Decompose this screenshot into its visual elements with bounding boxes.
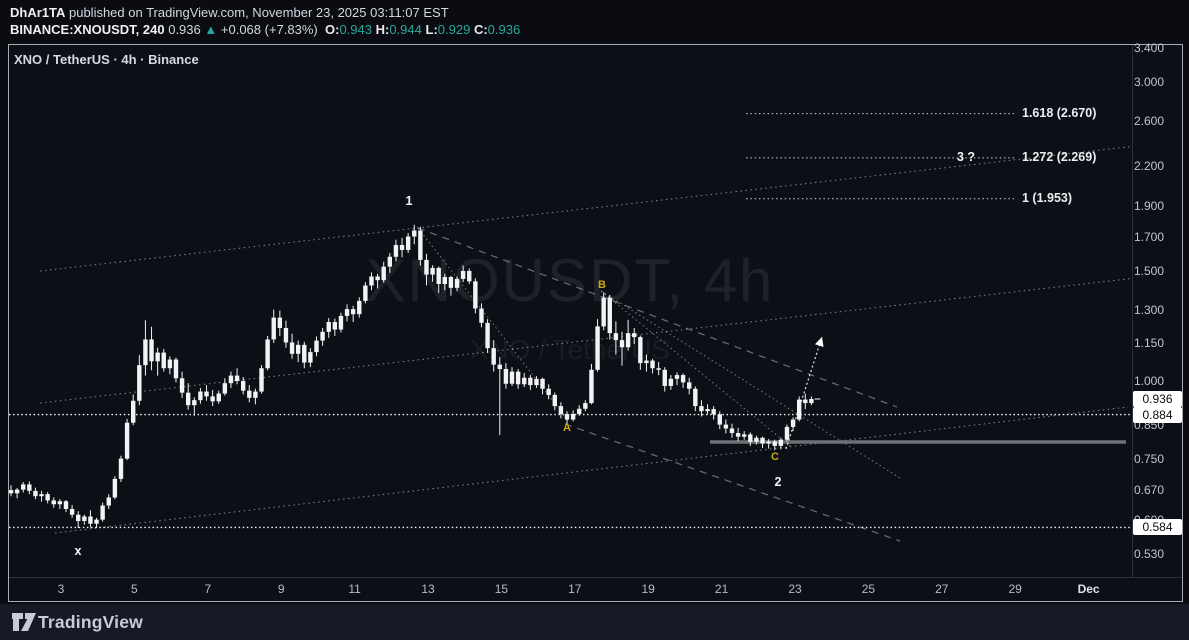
y-axis-label: 0.670 xyxy=(1134,483,1165,498)
y-axis-label: 1.000 xyxy=(1134,374,1165,388)
falling-dotted-trendline xyxy=(600,290,791,447)
low-value: 0.929 xyxy=(437,22,471,37)
x-axis-label: 15 xyxy=(494,582,509,596)
falling-dotted-trendline xyxy=(417,227,569,421)
falling-dotted-trendline xyxy=(600,290,901,479)
x-axis-label: 25 xyxy=(861,582,876,596)
y-axis-label: 0.530 xyxy=(1134,546,1165,561)
up-arrow-line xyxy=(785,336,823,450)
fib-level-label: 1.272 (2.269) xyxy=(1022,149,1097,164)
close-label: C: xyxy=(473,22,488,37)
low-label: L: xyxy=(425,22,438,37)
x-axis-label: 5 xyxy=(131,582,138,596)
fib-level-label: 1.618 (2.670) xyxy=(1022,105,1097,120)
x-axis-month-label: Dec xyxy=(1077,582,1100,596)
symbol-status-line: BINANCE:XNOUSDT, 240 0.936 ▲ +0.068 (+7.… xyxy=(10,22,520,37)
last-price: 0.936 xyxy=(168,22,201,37)
wave-label-c: C xyxy=(771,451,779,463)
up-arrow-icon: ▲ xyxy=(204,22,218,37)
y-axis-label: 1.500 xyxy=(1134,263,1165,278)
x-axis-label: 13 xyxy=(421,582,435,596)
y-axis-label: 1.150 xyxy=(1134,335,1165,350)
y-axis-label: 1.700 xyxy=(1134,229,1165,244)
price-change: +0.068 (+7.83%) xyxy=(220,22,318,37)
fib-level-label: 1 (1.953) xyxy=(1022,190,1073,205)
y-axis-label: 1.300 xyxy=(1134,302,1165,317)
price-axis-separator xyxy=(1132,45,1133,577)
chart-frame xyxy=(8,44,1183,602)
tradingview-brand-text[interactable]: TradingView xyxy=(38,612,143,632)
x-axis-label: 27 xyxy=(935,582,949,596)
y-axis-label: 1.900 xyxy=(1134,199,1165,214)
y-axis-label: 2.600 xyxy=(1134,113,1165,128)
wave-label-x: x xyxy=(74,544,82,558)
candlestick-series xyxy=(9,224,814,528)
x-axis-label: 19 xyxy=(641,582,655,596)
wave-label-b: B xyxy=(598,279,606,291)
chart-pane[interactable] xyxy=(9,45,1132,577)
username: DhAr1TA xyxy=(10,5,66,20)
footer-bar xyxy=(0,604,1189,640)
price-badge: 0.884 xyxy=(1133,406,1182,423)
tradingview-logo-icon[interactable] xyxy=(11,612,37,632)
gray-horizontal-ray xyxy=(710,440,1126,444)
close-value: 0.936 xyxy=(487,22,521,37)
symbol-interval: BINANCE:XNOUSDT, 240 xyxy=(10,22,165,37)
wave-label-2: 2 xyxy=(774,475,782,489)
rising-dotted-trendline xyxy=(39,145,1132,272)
publish-info-line: DhAr1TA published on TradingView.com, No… xyxy=(10,5,449,20)
wave-label-3: 3 ? xyxy=(956,150,976,164)
x-axis-label: 29 xyxy=(1008,582,1022,596)
y-axis-label: 3.000 xyxy=(1134,74,1165,89)
chart-legend-title[interactable]: XNO / TetherUS · 4h · Binance xyxy=(14,52,199,67)
y-axis-label: 3.400 xyxy=(1134,40,1165,55)
publish-info-text: published on TradingView.com, November 2… xyxy=(65,5,449,20)
price-badge: 0.584 xyxy=(1133,519,1182,536)
open-value: 0.943 xyxy=(339,22,372,37)
y-axis-label: 2.200 xyxy=(1134,159,1165,174)
wave-label-1: 1 xyxy=(405,194,413,208)
x-axis-label: 17 xyxy=(568,582,582,596)
up-arrow-head-icon xyxy=(814,337,824,347)
falling-dashed-trendline xyxy=(417,227,898,408)
wave-label-a: A xyxy=(563,422,571,434)
y-axis-label: 0.750 xyxy=(1134,452,1165,467)
x-axis-label: 21 xyxy=(714,582,729,596)
high-label: H: xyxy=(375,22,390,37)
high-value: 0.944 xyxy=(389,22,422,37)
x-axis-label: 3 xyxy=(57,582,65,596)
x-axis-label: 9 xyxy=(277,582,285,596)
x-axis-label: 11 xyxy=(348,582,361,596)
rising-dotted-trendline xyxy=(54,406,1129,534)
price-badge: 0.936 xyxy=(1133,391,1182,407)
time-axis-separator xyxy=(9,577,1182,578)
rising-dotted-trendline xyxy=(39,277,1132,404)
x-axis-label: 7 xyxy=(204,582,212,596)
open-label: O: xyxy=(324,22,340,37)
x-axis-label: 23 xyxy=(788,582,802,596)
